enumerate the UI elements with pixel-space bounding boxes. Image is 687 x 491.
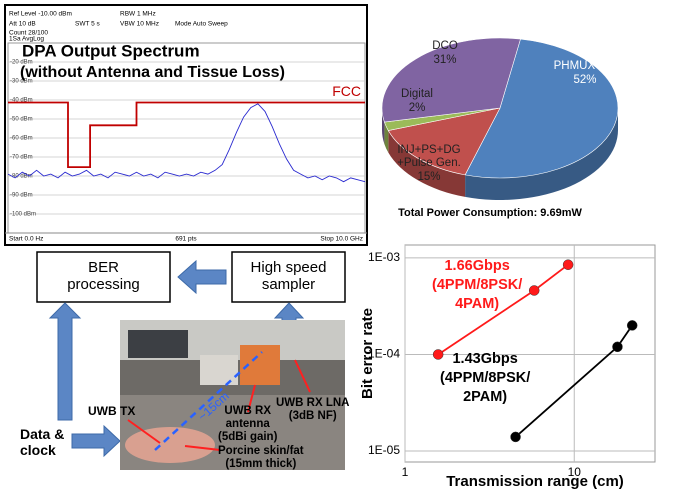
x-tick-label: 1 [402,465,409,479]
annotation: 1.66Gbps (4PPM/8PSK/ 4PAM) [432,257,522,314]
header-text: Ref Level -10.00 dBm [9,11,72,18]
y-tick-label: 1E-05 [368,443,400,457]
arrow-up [50,303,80,420]
photo-screen [128,330,188,358]
chart-title: DPA Output Spectrum [22,41,200,60]
series-label: FCC [332,83,361,99]
pie-label-category: PHMUX+PA [540,60,630,73]
x-axis-label: Transmission range (cm) [446,473,624,490]
point [529,285,539,295]
y-tick-label: -60 dBm [10,136,33,142]
photo-label: UWB RX antenna (5dBi gain) [218,405,277,445]
photo-label: Porcine skin/fat (15mm thick) [218,445,304,471]
photo-label: UWB RX LNA (3dB NF) [276,397,349,423]
arrow-left [178,261,226,293]
figure: Ref Level -10.00 dBm RBW 1 MHz Att 10 dB SW… [0,0,687,491]
photo-label: UWB TX [88,405,135,419]
arrow-up-2 [275,303,303,322]
y-tick-label: 1E-03 [368,250,400,264]
pie-label-value: 2% [372,102,462,115]
annotation: 1.43Gbps (4PPM/8PSK/ 2PAM) [440,350,530,407]
point [563,260,573,270]
y-axis-label: Bit error rate [359,308,376,399]
pie-label-category: DCO [400,40,490,53]
point [627,320,637,330]
header-text: VBW 10 MHz [120,21,159,28]
chart-subtitle: (without Antenna and Tissue Loss) [20,64,285,81]
pie-label-value: 15% [384,171,474,184]
x-label: Stop 10.0 GHz [320,236,363,243]
arrow-right [72,426,120,456]
photo-tissue [125,427,215,463]
box-label: BER processing [37,259,170,294]
point [511,432,521,442]
pie-label-value: 31% [400,54,490,67]
pie-label-value: 52% [540,74,630,87]
x-label: 691 pts [175,236,197,243]
header-text: RBW 1 MHz [120,11,156,18]
pie-label-category: Digital [372,88,462,101]
pie-label-category: INJ+PS+DG +Pulse Gen. [384,144,474,170]
y-tick-label: -90 dBm [10,193,33,199]
pie-caption: Total Power Consumption: 9.69mW [398,207,582,219]
y-tick-label: -50 dBm [10,117,33,123]
header-text: Mode Auto Sweep [175,21,228,28]
point [612,342,622,352]
data-clock-label: Data & clock [20,426,64,458]
y-tick-label: -100 dBm [10,212,36,218]
box-label: High speed sampler [232,259,345,294]
photo-panel [200,355,238,385]
header-text: SWT 5 s [75,21,101,28]
header-text: Att 10 dB [9,21,36,28]
x-label: Start 0.0 Hz [9,236,43,243]
y-tick-label: -70 dBm [10,155,33,161]
